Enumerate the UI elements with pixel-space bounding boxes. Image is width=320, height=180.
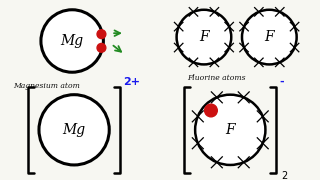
Text: Magnesium atom: Magnesium atom	[13, 82, 80, 90]
Circle shape	[41, 10, 103, 72]
Text: F: F	[199, 30, 209, 44]
Text: F: F	[226, 123, 235, 137]
Circle shape	[39, 95, 109, 165]
Circle shape	[97, 30, 106, 39]
Text: Mg: Mg	[60, 34, 84, 48]
Circle shape	[242, 10, 297, 64]
Text: -: -	[279, 77, 284, 87]
Circle shape	[204, 104, 217, 117]
Text: 2+: 2+	[123, 77, 140, 87]
Circle shape	[195, 95, 265, 165]
Text: 2: 2	[281, 171, 287, 180]
Text: F: F	[265, 30, 274, 44]
Circle shape	[97, 43, 106, 52]
Text: Mg: Mg	[62, 123, 86, 137]
Circle shape	[177, 10, 231, 64]
Text: Fluorine atoms: Fluorine atoms	[187, 74, 246, 82]
